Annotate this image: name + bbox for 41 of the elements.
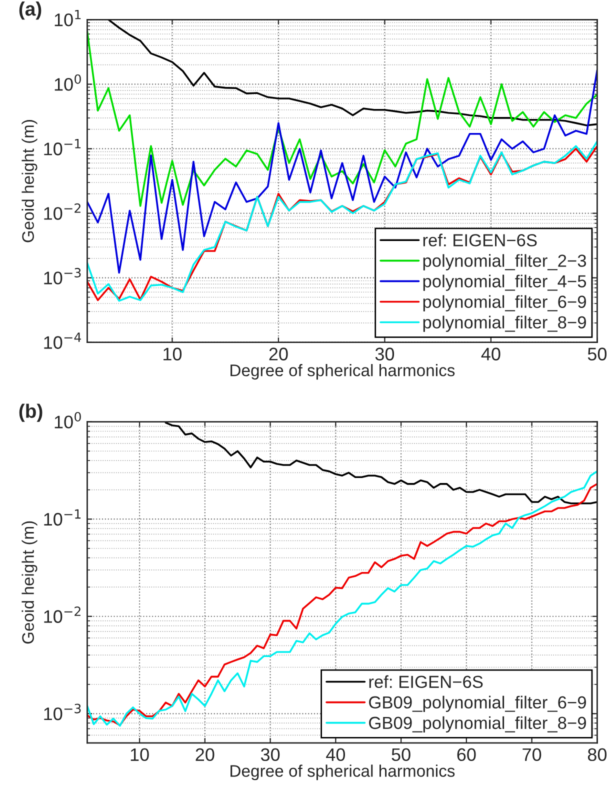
x-axis-title: Degree of spherical harmonics: [230, 764, 455, 780]
y-axis-title: Geoid height (m): [22, 120, 38, 242]
legend-label: ref: EIGEN−6S: [369, 675, 483, 688]
legend-label: polynomial_filter_6−9: [423, 295, 586, 312]
legend-label: polynomial_filter_2−3: [423, 254, 586, 270]
y-tick-label: 10$^{0}$: [54, 74, 81, 91]
legend-label: GB09_polynomial_filter_8−9: [369, 716, 586, 733]
text: (b): [19, 404, 42, 422]
y-tick-label: 10$^{−3}$: [44, 704, 81, 720]
legend-label: polynomial_filter_8−9: [423, 316, 586, 332]
x-tick-label: 20: [196, 748, 214, 762]
x-tick-label: 70: [522, 748, 542, 762]
x-tick-label: 10: [164, 348, 182, 360]
legend-label: polynomial_filter_4−5: [423, 274, 586, 291]
line-series: [87, 69, 598, 274]
x-tick-label: 80: [588, 748, 607, 762]
line-series: [87, 30, 598, 207]
text: (a): [19, 2, 42, 20]
x-tick-label: 30: [375, 348, 394, 360]
line-series: [164, 422, 598, 504]
x-axis-title: Degree of spherical harmonics: [230, 364, 455, 380]
x-tick-label: 50: [392, 748, 410, 762]
x-tick-label: 10: [130, 748, 149, 762]
y-tick-label: 10$^{−4}$: [44, 332, 82, 349]
y-tick-label: 10$^{−2}$: [44, 203, 80, 220]
x-tick-label: 40: [481, 348, 500, 360]
x-tick-label: 50: [588, 348, 607, 360]
line-series: [108, 20, 598, 126]
y-tick-label: 10$^{1}$: [54, 10, 81, 26]
x-tick-label: 30: [260, 748, 280, 762]
y-tick-label: 10$^{−3}$: [44, 268, 81, 284]
x-tick-label: 60: [457, 748, 476, 762]
legend-label: GB09_polynomial_filter_6−9: [369, 696, 586, 712]
y-tick-label: 10$^{−2}$: [44, 606, 80, 623]
y-tick-label: 10$^{0}$: [54, 412, 81, 428]
y-tick-label: 10$^{−1}$: [44, 139, 81, 156]
x-tick-label: 20: [269, 348, 288, 360]
legend-label: ref: EIGEN−6S: [423, 234, 537, 246]
y-axis-title: Geoid height (m): [22, 521, 38, 644]
x-tick-label: 40: [326, 748, 346, 762]
y-tick-label: 10$^{−1}$: [44, 509, 81, 526]
